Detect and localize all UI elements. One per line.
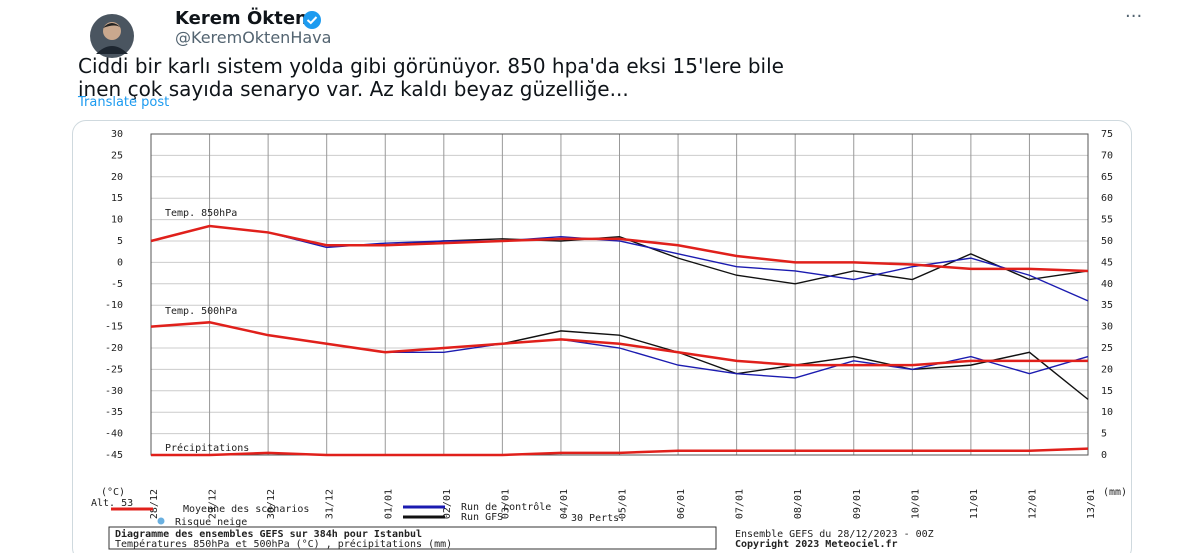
x-tick-label: 03/01 (500, 489, 511, 519)
legend-label: 30 Perts. (571, 513, 625, 524)
y-tick-label: -35 (105, 407, 123, 418)
y2-tick-label: 15 (1101, 386, 1113, 397)
x-tick-label: 07/01 (735, 489, 746, 519)
y-tick-label: 10 (111, 215, 123, 226)
y-tick-label: -20 (105, 343, 123, 354)
x-tick-label: 02/01 (442, 489, 453, 519)
axis-label: (°C) (101, 487, 125, 498)
y2-tick-label: 35 (1101, 300, 1113, 311)
legend-label: Run de contrôle (461, 501, 551, 513)
precip-line (151, 447, 1089, 457)
footer-text: Températures 850hPa et 500hPa (°C) , pré… (115, 538, 452, 550)
x-tick-label: 04/01 (559, 489, 570, 519)
translate-link[interactable]: Translate post (78, 95, 170, 110)
y2-tick-label: 45 (1101, 257, 1113, 268)
x-tick-label: 05/01 (618, 489, 629, 519)
legend-label: Run GFS (461, 512, 503, 523)
y2-tick-label: 10 (1101, 407, 1113, 418)
annotation: Précipitations (165, 442, 249, 454)
x-tick-label: 13/01 (1086, 489, 1097, 519)
y-tick-label: -10 (105, 300, 123, 311)
y-tick-label: -40 (105, 429, 123, 440)
y-tick-label: -25 (105, 364, 123, 375)
handle[interactable]: @KeremOktenHava (175, 28, 332, 47)
line-850 (150, 225, 1089, 302)
y-tick-label: 5 (117, 236, 123, 247)
more-button[interactable]: ··· (1125, 6, 1143, 27)
footer-box (108, 526, 717, 550)
author[interactable]: Kerem Ökten (175, 8, 308, 29)
verified-badge (303, 11, 321, 29)
footer-text: Copyright 2023 Meteociel.fr (735, 538, 898, 550)
y2-tick-label: 65 (1101, 172, 1113, 183)
footer-text: Diagramme des ensembles GEFS sur 384h po… (115, 528, 422, 540)
chart: -45-40-35-30-25-20-15-10-505101520253005… (72, 120, 1132, 553)
plot-frame (150, 133, 1089, 456)
y-tick-label: 15 (111, 193, 123, 204)
x-tick-label: 31/12 (325, 489, 336, 519)
y2-tick-label: 25 (1101, 343, 1113, 354)
line-850 (150, 224, 1089, 273)
y2-tick-label: 0 (1101, 450, 1107, 461)
y-tick-label: 20 (111, 172, 123, 183)
y2-tick-label: 30 (1101, 322, 1113, 333)
x-tick-label: 30/12 (266, 489, 277, 519)
x-tick-label: 09/01 (852, 489, 863, 519)
footer-text: Ensemble GEFS du 28/12/2023 - 00Z (735, 529, 934, 540)
x-tick-label: 11/01 (969, 489, 980, 519)
altitude: Alt. 53 (91, 498, 133, 509)
y-tick-label: 30 (111, 129, 123, 140)
y-tick-label: -15 (105, 322, 123, 333)
legend-label: Risque neige (175, 517, 247, 528)
avatar[interactable] (88, 12, 136, 60)
x-tick-label: 10/01 (910, 489, 921, 519)
line-500 (150, 321, 1088, 367)
x-tick-label: 06/01 (676, 489, 687, 519)
y2-tick-label: 70 (1101, 150, 1113, 161)
y-tick-label: 25 (111, 150, 123, 161)
y2-tick-label: 20 (1101, 364, 1113, 375)
y2-tick-label: 55 (1101, 215, 1113, 226)
annotation: Temp. 500hPa (165, 306, 237, 317)
y2-tick-label: 40 (1101, 279, 1113, 290)
y-tick-label: -45 (105, 450, 123, 461)
x-tick-label: 01/01 (383, 489, 394, 519)
x-tick-label: 28/12 (149, 489, 160, 519)
y2-tick-label: 5 (1101, 429, 1107, 440)
tweet-text: inen çok sayıda senaryo var. Az kaldı be… (78, 77, 629, 101)
legend-label: Moyenne des scénarios (183, 503, 309, 515)
x-tick-label: 29/12 (208, 489, 219, 519)
x-tick-label: 12/01 (1027, 489, 1038, 519)
y2-tick-label: 75 (1101, 129, 1113, 140)
annotation: Temp. 850hPa (165, 208, 237, 219)
y2-tick-label: 60 (1101, 193, 1113, 204)
y-tick-label: -30 (105, 386, 123, 397)
x-tick-label: 08/01 (793, 489, 804, 519)
snow-icon (157, 517, 165, 525)
y-tick-label: -5 (111, 279, 123, 290)
tweet-text: Ciddi bir karlı sistem yolda gibi görünü… (78, 54, 784, 78)
y-tick-label: 0 (117, 257, 123, 268)
y2-tick-label: 50 (1101, 236, 1113, 247)
axis-label: (mm) (1103, 487, 1127, 498)
